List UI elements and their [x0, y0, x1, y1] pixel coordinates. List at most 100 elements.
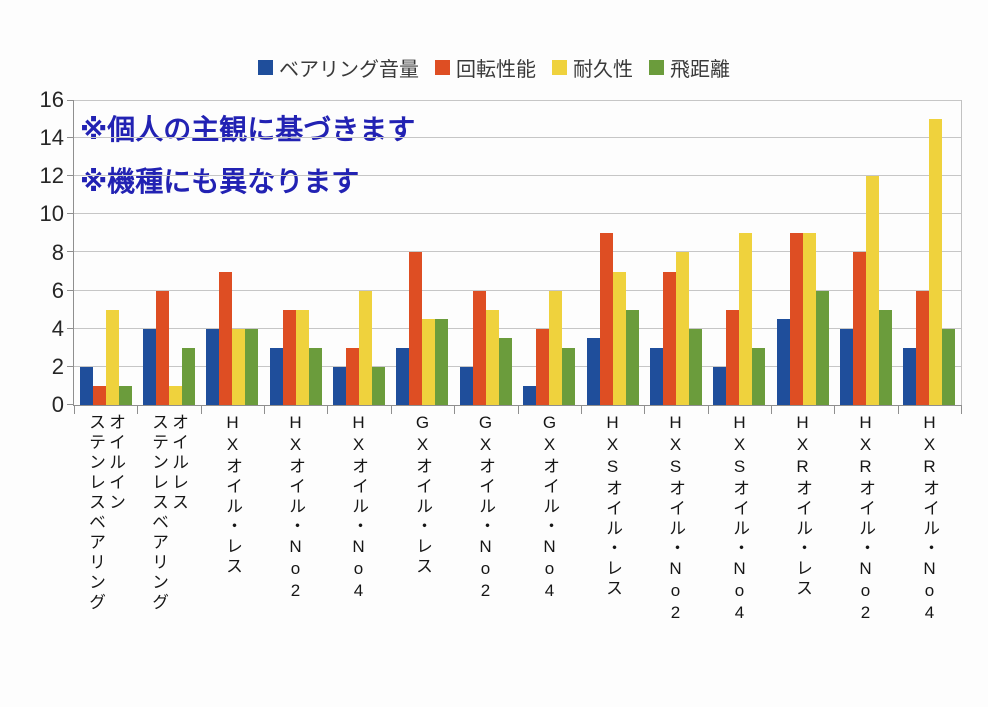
gridline [74, 290, 961, 291]
bar [816, 291, 829, 405]
y-tick-label: 10 [39, 201, 64, 227]
y-tick-mark [67, 328, 74, 329]
x-tick-mark [74, 405, 75, 414]
x-tick-mark [137, 405, 138, 414]
x-category-label: HXRオイル・レス [770, 413, 834, 599]
x-tick-mark [644, 405, 645, 414]
x-category-label: GXオイル・No2 [453, 413, 517, 603]
gridline [74, 213, 961, 214]
bar [486, 310, 499, 405]
x-category-label: HXRオイル・No2 [833, 413, 897, 625]
legend-swatch-icon [258, 60, 273, 75]
bar [473, 291, 486, 405]
x-category-label-text: HXSオイル・No4 [730, 413, 749, 625]
x-category-label-text: HXRオイル・レス [793, 413, 812, 599]
x-tick-mark [581, 405, 582, 414]
annotation-line-1: ※個人の主観に基づきます [80, 114, 416, 145]
bar [359, 291, 372, 405]
x-category-label-text: HXオイル・No4 [349, 413, 368, 603]
x-tick-mark [201, 405, 202, 414]
x-category-label: HXオイル・レス [200, 413, 264, 577]
bar [853, 252, 866, 405]
y-tick-mark [67, 213, 74, 214]
annotation-line-2: ※機種にも異なります [80, 166, 360, 197]
bar [270, 348, 283, 405]
y-tick-label: 6 [51, 277, 64, 303]
legend: ベアリング音量 回転性能 耐久性 飛距離 [0, 53, 988, 82]
x-category-label-text: GXオイル・No4 [540, 413, 559, 603]
y-tick-label: 4 [51, 315, 64, 341]
x-category-label: HXRオイル・No4 [897, 413, 961, 625]
y-tick-mark [67, 100, 74, 101]
bar [663, 272, 676, 405]
y-tick-label: 14 [39, 125, 64, 151]
bar [840, 329, 853, 405]
plot-area [67, 100, 962, 414]
legend-item: 耐久性 [552, 53, 633, 82]
bar [626, 310, 639, 405]
gridline [74, 366, 961, 367]
bar [169, 386, 182, 405]
bar [650, 348, 663, 405]
x-category-label: HXオイル・No4 [326, 413, 390, 603]
bar [182, 348, 195, 405]
bar [562, 348, 575, 405]
x-tick-mark [771, 405, 772, 414]
y-tick-label: 8 [51, 239, 64, 265]
x-category-label-text: GXオイル・レス [413, 413, 432, 577]
bar [143, 329, 156, 405]
bar [549, 291, 562, 405]
legend-swatch-icon [435, 60, 450, 75]
gridline [74, 251, 961, 252]
bar [803, 233, 816, 405]
y-tick-mark [67, 366, 74, 367]
x-tick-mark [518, 405, 519, 414]
x-tick-mark [327, 405, 328, 414]
bar [156, 291, 169, 405]
bar [422, 319, 435, 405]
legend-swatch-icon [552, 60, 567, 75]
bar [587, 338, 600, 405]
bar [752, 348, 765, 405]
bar [499, 338, 512, 405]
y-tick-mark [67, 175, 74, 176]
x-category-label: GXオイル・No4 [517, 413, 581, 603]
bar [396, 348, 409, 405]
bar [206, 329, 219, 405]
bar [296, 310, 309, 405]
x-category-label-text: HXSオイル・レス [603, 413, 622, 599]
y-tick-label: 12 [39, 163, 64, 189]
bar [866, 176, 879, 405]
bar [232, 329, 245, 405]
x-category-label-text: オイルイン ステンレスベアリング [86, 413, 125, 613]
legend-item: 回転性能 [435, 53, 536, 82]
bar [523, 386, 536, 405]
bar [309, 348, 322, 405]
bar [903, 348, 916, 405]
x-category-label-text: オイルレス ステンレスベアリング [149, 413, 188, 613]
bar [689, 329, 702, 405]
y-tick-label: 0 [51, 392, 64, 417]
bar [879, 310, 892, 405]
y-tick-mark [67, 137, 74, 138]
bar [777, 319, 790, 405]
y-tick-mark [67, 251, 74, 252]
bar [739, 233, 752, 405]
x-category-label: オイルレス ステンレスベアリング [136, 413, 200, 613]
bar [929, 119, 942, 405]
legend-label: 飛距離 [670, 59, 730, 81]
bar [713, 367, 726, 405]
x-category-label: HXオイル・No2 [263, 413, 327, 603]
x-category-label: オイルイン ステンレスベアリング [73, 413, 137, 613]
x-tick-mark [391, 405, 392, 414]
bar [726, 310, 739, 405]
x-tick-mark [264, 405, 265, 414]
x-category-label-text: HXオイル・レス [223, 413, 242, 577]
y-tick-label: 2 [51, 353, 64, 379]
x-category-label: HXSオイル・No4 [707, 413, 771, 625]
x-category-label: GXオイル・レス [390, 413, 454, 577]
annotations: ※個人の主観に基づきます ※機種にも異なります [80, 104, 415, 208]
bar [346, 348, 359, 405]
legend-swatch-icon [649, 60, 664, 75]
legend-label: ベアリング音量 [279, 59, 419, 81]
